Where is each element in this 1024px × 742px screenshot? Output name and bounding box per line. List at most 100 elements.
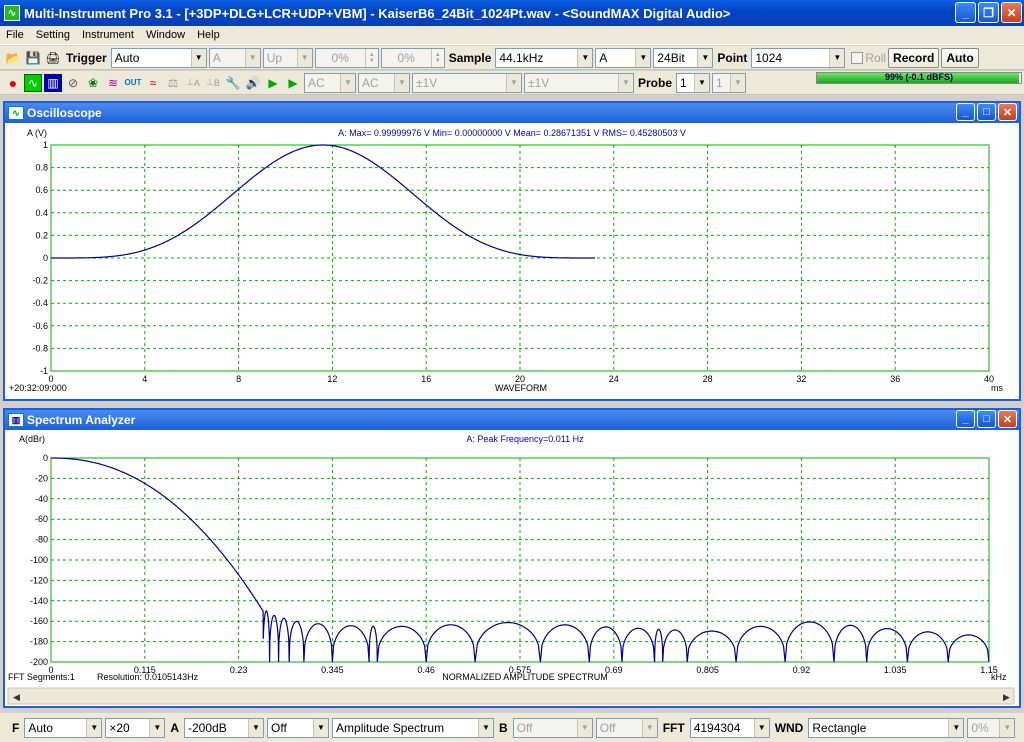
spectrum-minimize-button[interactable]: _ xyxy=(956,410,975,428)
sample-label: Sample xyxy=(448,50,492,65)
spectrum-maximize-button[interactable]: □ xyxy=(977,410,996,428)
menu-window[interactable]: Window xyxy=(145,29,186,41)
chevron-down-icon: ▼ xyxy=(149,718,165,737)
play-step-icon[interactable]: ▶ xyxy=(288,75,298,90)
probe-b-select[interactable]: 1 ▼ xyxy=(712,72,747,93)
dds-out-icon[interactable]: OUT xyxy=(124,78,142,87)
save-icon[interactable]: 💾 xyxy=(25,50,41,65)
spectrum-y-tick: -120 xyxy=(30,575,48,585)
probe-a-select[interactable]: 1 ▼ xyxy=(676,72,711,93)
spectrum-y-tick: 0 xyxy=(43,453,48,463)
mode-select[interactable]: Amplitude Spectrum ▼ xyxy=(332,717,495,738)
chevron-down-icon: ▼ xyxy=(394,73,409,92)
generator-icon[interactable]: ≋ xyxy=(107,75,119,90)
chevron-down-icon: ▼ xyxy=(618,73,633,92)
chevron-down-icon: ▼ xyxy=(697,48,713,67)
scope-y-tick: -0.8 xyxy=(32,343,48,353)
record-button[interactable]: Record xyxy=(888,47,940,68)
input-level-meter: 99% (-0.1 dBFS) xyxy=(816,72,1022,84)
spectrum-scrollbar[interactable] xyxy=(7,687,1015,705)
spectrum-y-tick: -80 xyxy=(35,535,48,545)
range-b-select[interactable]: ±1V ▼ xyxy=(524,72,634,93)
spectrum-y-tick: -60 xyxy=(35,514,48,524)
chevron-down-icon: ▼ xyxy=(248,718,264,737)
spectrum-x-tick: 1.035 xyxy=(884,665,907,675)
a-range-select[interactable]: -200dB ▼ xyxy=(184,717,265,738)
menu-file[interactable]: File xyxy=(6,29,24,41)
cal-b-icon[interactable]: ⊥ B xyxy=(206,77,220,88)
open-icon[interactable]: 📂 xyxy=(5,50,21,65)
coupling-b-select[interactable]: AC ▼ xyxy=(358,72,410,93)
close-button[interactable]: ✕ xyxy=(1001,2,1022,23)
phase-icon[interactable]: ⊘ xyxy=(67,75,79,90)
spectrum-plot[interactable]: A(dBr) A: Peak Frequency=0.011 Hz FFT Se… xyxy=(5,430,1019,706)
meter-icon[interactable]: ❀ xyxy=(87,75,99,90)
scope-y-tick: 1 xyxy=(43,140,48,150)
speaker-icon[interactable]: 🔊 xyxy=(245,75,261,90)
calibrate-icon[interactable]: ⚖ xyxy=(167,75,179,90)
chevron-down-icon: ▼ xyxy=(641,718,657,737)
spectrum-xunit: kHz xyxy=(991,672,1007,682)
tool-icon[interactable]: 🔧 xyxy=(225,75,241,90)
roll-checkbox[interactable] xyxy=(851,51,864,64)
trigger-channel-select[interactable]: A ▼ xyxy=(208,47,261,68)
menu-help[interactable]: Help xyxy=(197,29,220,41)
spectrum-y-tick: -200 xyxy=(30,657,48,667)
trigger-edge-select[interactable]: Up ▼ xyxy=(262,47,313,68)
auto-button[interactable]: Auto xyxy=(941,47,979,68)
print-icon[interactable]: 🖨 xyxy=(45,50,61,65)
point-select[interactable]: 1024 ▼ xyxy=(751,47,846,68)
coupling-a-select[interactable]: AC ▼ xyxy=(304,72,356,93)
menu-instrument[interactable]: Instrument xyxy=(81,29,134,41)
f-select[interactable]: Auto ▼ xyxy=(24,717,103,738)
bit-depth-select[interactable]: 24Bit ▼ xyxy=(653,47,714,68)
trigger-level-stepper[interactable]: 0% ▲ ▼ xyxy=(314,47,379,68)
scroll-right-icon[interactable]: ▶ xyxy=(1003,692,1010,702)
input-level-fill xyxy=(817,73,1019,83)
spectrum-stats: A: Peak Frequency=0.011 Hz xyxy=(466,434,584,444)
scope-y-tick: 0.2 xyxy=(35,230,48,240)
record-dot-icon[interactable]: ● xyxy=(8,74,18,91)
fft-size-select[interactable]: 4194304 ▼ xyxy=(689,717,770,738)
window-function-select[interactable]: Rectangle ▼ xyxy=(808,717,965,738)
toolbar-main: 📂 💾 🖨 Trigger Auto ▼ A ▼ Up ▼ 0% ▲ ▼ 0% ▲ ▼ Sam… xyxy=(0,46,1024,70)
oscilloscope-plot[interactable]: A (V) A: Max= 0.99999976 V Min= 0.000000… xyxy=(5,123,1019,399)
oscilloscope-icon[interactable]: ∿ xyxy=(24,73,42,92)
channel-select[interactable]: A ▼ xyxy=(595,47,652,68)
chevron-down-icon: ▼ xyxy=(86,718,102,737)
scope-x-tick: 24 xyxy=(609,374,619,384)
scope-x-tick: 20 xyxy=(515,374,525,384)
maximize-button[interactable]: ❐ xyxy=(978,2,999,23)
trigger-label: Trigger xyxy=(66,50,107,65)
spectrum-icon[interactable]: ▥ xyxy=(44,73,62,92)
scope-close-button[interactable]: ✕ xyxy=(998,103,1017,121)
menu-setting[interactable]: Setting xyxy=(35,29,70,41)
range-a-select[interactable]: ±1V ▼ xyxy=(412,72,522,93)
minimize-button[interactable]: _ xyxy=(955,2,976,23)
pct-select[interactable]: 0% ▼ xyxy=(967,717,1016,738)
spectrum-title: Spectrum Analyzer xyxy=(27,413,136,427)
b-range-select[interactable]: Off ▼ xyxy=(512,717,593,738)
wnd-label: WND xyxy=(774,720,804,735)
scope-y-tick: -1 xyxy=(40,366,48,376)
zoom-select[interactable]: ×20 ▼ xyxy=(105,717,166,738)
title-bar: ∿ Multi-Instrument Pro 3.1 - [+3DP+DLG+L… xyxy=(0,0,1024,26)
sweep-icon[interactable]: ≈ xyxy=(149,75,157,90)
spectrum-panel: ▥ Spectrum Analyzer _ □ ✕ A(dBr) A: Peak… xyxy=(3,408,1021,708)
trigger-delay-stepper[interactable]: 0% ▲ ▼ xyxy=(380,47,445,68)
scope-xlabel: WAVEFORM xyxy=(495,383,547,393)
scope-maximize-button[interactable]: □ xyxy=(977,103,996,121)
trigger-select[interactable]: Auto ▼ xyxy=(110,47,207,68)
play-icon[interactable]: ▶ xyxy=(268,75,278,90)
cal-a-icon[interactable]: ⊥ A xyxy=(186,77,200,88)
sample-rate-select[interactable]: 44.1kHz ▼ xyxy=(495,47,594,68)
chevron-down-icon: ▼ xyxy=(948,718,964,737)
oscilloscope-icon: ∿ xyxy=(8,106,24,120)
scroll-left-icon[interactable]: ◀ xyxy=(13,692,20,702)
spectrum-close-button[interactable]: ✕ xyxy=(998,410,1017,428)
scope-x-tick: 4 xyxy=(142,374,147,384)
scope-trace-a xyxy=(51,144,595,259)
off-select-2[interactable]: Off ▼ xyxy=(595,717,658,738)
off-select-1[interactable]: Off ▼ xyxy=(267,717,330,738)
scope-minimize-button[interactable]: _ xyxy=(956,103,975,121)
